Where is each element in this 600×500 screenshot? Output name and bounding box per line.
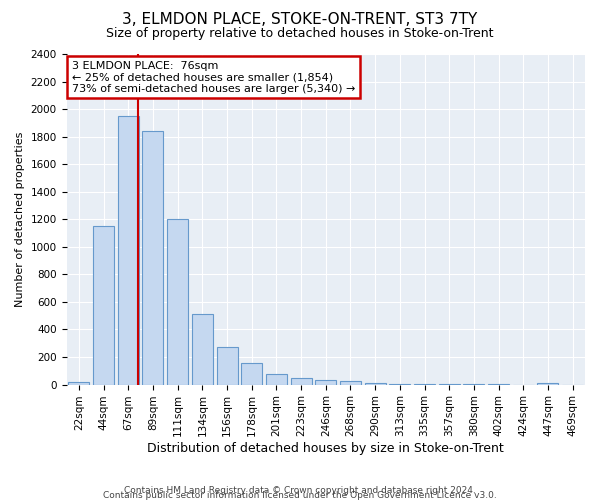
Bar (315, 380, 336, 384)
Bar (241, 362, 262, 384)
Bar (167, 220, 188, 384)
Text: Contains HM Land Registry data © Crown copyright and database right 2024.: Contains HM Land Registry data © Crown c… (124, 486, 476, 495)
Bar (93, 226, 114, 384)
Bar (68, 382, 89, 384)
Bar (290, 378, 311, 384)
Bar (266, 374, 287, 384)
X-axis label: Distribution of detached houses by size in Stoke-on-Trent: Distribution of detached houses by size … (148, 442, 504, 455)
Text: Size of property relative to detached houses in Stoke-on-Trent: Size of property relative to detached ho… (106, 28, 494, 40)
Bar (538, 382, 559, 384)
Text: 3 ELMDON PLACE:  76sqm
← 25% of detached houses are smaller (1,854)
73% of semi-: 3 ELMDON PLACE: 76sqm ← 25% of detached … (72, 60, 355, 94)
Bar (142, 131, 163, 384)
Text: Contains public sector information licensed under the Open Government Licence v3: Contains public sector information licen… (103, 490, 497, 500)
Bar (118, 116, 139, 384)
Bar (192, 314, 213, 384)
Bar (365, 382, 386, 384)
Y-axis label: Number of detached properties: Number of detached properties (15, 132, 25, 307)
Text: 3, ELMDON PLACE, STOKE-ON-TRENT, ST3 7TY: 3, ELMDON PLACE, STOKE-ON-TRENT, ST3 7TY (122, 12, 478, 28)
Bar (340, 381, 361, 384)
Bar (217, 348, 238, 385)
